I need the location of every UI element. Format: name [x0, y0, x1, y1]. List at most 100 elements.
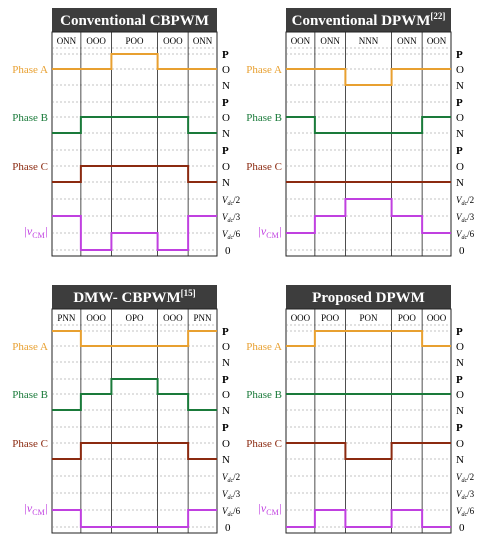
state-label: ONN	[397, 36, 417, 46]
level-label: P	[456, 97, 463, 109]
state-label: POO	[125, 36, 144, 46]
level-label: N	[222, 177, 230, 189]
plot-frame	[285, 31, 452, 257]
state-label: OOO	[427, 313, 447, 323]
phaseB-waveform	[52, 378, 217, 411]
vcm-label: |vCM|	[24, 501, 48, 517]
vcm-level-label: Vdc/3	[222, 212, 241, 224]
vcm-level-label: Vdc/3	[456, 212, 475, 224]
phase-name-label: Phase C	[12, 438, 48, 450]
phaseA-waveform	[286, 330, 451, 347]
panel-title-bar	[286, 285, 451, 309]
vcm-level-label: Vdc/6	[222, 229, 241, 241]
state-label: OOO	[86, 36, 106, 46]
level-label: P	[456, 422, 463, 434]
vcm-level-label: Vdc/3	[456, 489, 475, 501]
state-label: POO	[321, 313, 340, 323]
state-label: PNN	[194, 313, 213, 323]
vcm-waveform	[52, 509, 217, 528]
panel-title: Proposed DPWM	[312, 290, 425, 306]
level-label: P	[456, 145, 463, 157]
level-label: P	[222, 97, 229, 109]
phaseA-waveform	[286, 68, 451, 86]
vcm-level-label: 0	[459, 522, 465, 534]
panel-title-bar	[52, 285, 217, 309]
phaseA-waveform	[52, 53, 217, 70]
level-label: O	[456, 341, 464, 353]
level-label: N	[456, 177, 464, 189]
vcm-level-label: Vdc/2	[456, 195, 474, 207]
state-label: PON	[359, 313, 378, 323]
vcm-level-label: Vdc/6	[456, 229, 475, 241]
panel-title: Conventional DPWM[22]	[292, 11, 446, 29]
vcm-level-label: Vdc/6	[456, 506, 475, 518]
state-label: POO	[398, 313, 417, 323]
vcm-level-label: 0	[225, 522, 231, 534]
vcm-level-label: Vdc/3	[222, 489, 241, 501]
level-label: O	[456, 64, 464, 76]
level-label: O	[222, 64, 230, 76]
level-label: P	[222, 374, 229, 386]
state-label: NNN	[359, 36, 379, 46]
panel-2: Conventional DPWM[22]OON ONN NNN ONN OONPhas…	[246, 8, 475, 257]
vcm-label: |vCM|	[258, 501, 282, 517]
panel-title-ref: [22]	[430, 11, 445, 21]
phase-name-label: Phase A	[12, 341, 48, 353]
level-label: P	[456, 326, 463, 338]
phase-name-label: Phase C	[246, 161, 282, 173]
level-label: O	[222, 112, 230, 124]
level-label: O	[222, 161, 230, 173]
level-label: O	[222, 341, 230, 353]
level-label: N	[456, 357, 464, 369]
panel-title-text: Proposed DPWM	[312, 290, 425, 306]
vcm-waveform	[286, 198, 451, 234]
level-label: P	[222, 49, 229, 61]
level-label: N	[222, 454, 230, 466]
panel-title-bar	[52, 8, 217, 32]
state-label: OON	[427, 36, 447, 46]
vcm-label: |vCM|	[24, 224, 48, 240]
phase-name-label: Phase A	[12, 64, 48, 76]
state-label: OOO	[163, 313, 183, 323]
state-label: ONN	[320, 36, 340, 46]
level-label: N	[222, 128, 230, 140]
vcm-level-label: 0	[225, 245, 231, 257]
plot-frame	[285, 308, 452, 534]
panel-title: Conventional CBPWM	[60, 13, 209, 29]
vcm-level-label: Vdc/6	[222, 506, 241, 518]
level-label: O	[456, 112, 464, 124]
state-label: OON	[291, 36, 311, 46]
phase-name-label: Phase B	[246, 112, 282, 124]
panel-title-text: Conventional DPWM	[292, 13, 431, 29]
panel-title-text: DMW- CBPWM	[73, 290, 180, 306]
level-label: N	[456, 128, 464, 140]
level-label: P	[222, 422, 229, 434]
phase-name-label: Phase C	[246, 438, 282, 450]
level-label: P	[456, 49, 463, 61]
state-label: ONN	[57, 36, 77, 46]
vcm-level-label: Vdc/2	[222, 472, 240, 484]
phase-name-label: Phase A	[246, 341, 282, 353]
phaseC-waveform	[52, 165, 217, 183]
vcm-level-label: Vdc/2	[222, 195, 240, 207]
level-label: O	[456, 389, 464, 401]
level-label: N	[456, 80, 464, 92]
level-label: N	[456, 454, 464, 466]
phase-name-label: Phase C	[12, 161, 48, 173]
state-label: PNN	[57, 313, 76, 323]
panel-title-ref: [15]	[181, 288, 196, 298]
level-label: N	[222, 405, 230, 417]
phase-name-label: Phase B	[12, 112, 48, 124]
phase-name-label: Phase A	[246, 64, 282, 76]
level-label: P	[222, 145, 229, 157]
level-label: O	[456, 438, 464, 450]
phaseC-waveform	[286, 442, 451, 460]
phaseC-waveform	[52, 442, 217, 460]
phaseB-waveform	[286, 116, 451, 134]
vcm-waveform	[286, 509, 451, 528]
state-label: OOO	[163, 36, 183, 46]
level-label: P	[456, 374, 463, 386]
